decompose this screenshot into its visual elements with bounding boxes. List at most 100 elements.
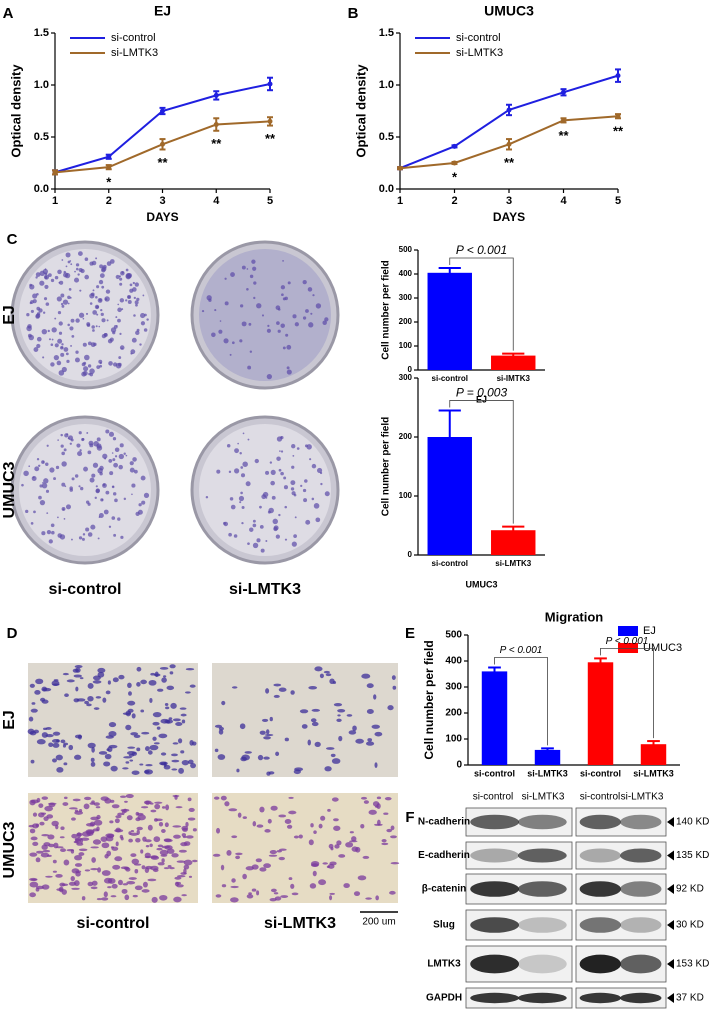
migrated-cell bbox=[144, 839, 152, 843]
colony bbox=[246, 268, 249, 270]
blot-band bbox=[470, 992, 519, 1004]
migrated-cell bbox=[74, 863, 83, 867]
migrated-cell bbox=[278, 814, 287, 818]
significance-mark: ** bbox=[157, 155, 168, 170]
migrated-cell bbox=[101, 897, 109, 901]
blot-band bbox=[470, 881, 519, 897]
migrated-cell bbox=[172, 742, 179, 745]
colony bbox=[216, 469, 221, 474]
migrated-cell bbox=[86, 703, 92, 707]
colony bbox=[39, 270, 45, 277]
migrated-cell bbox=[174, 876, 182, 880]
migrated-cell bbox=[126, 751, 136, 755]
migrated-cell bbox=[30, 836, 38, 841]
migrated-cell bbox=[264, 733, 274, 737]
colony bbox=[89, 261, 94, 266]
bar bbox=[491, 355, 536, 370]
colony bbox=[74, 474, 79, 478]
migrated-cell bbox=[392, 685, 397, 690]
colony bbox=[132, 281, 136, 285]
migrated-cell bbox=[366, 709, 374, 714]
lane-label: si-LMTK3 bbox=[621, 792, 664, 803]
migrated-cell bbox=[61, 883, 69, 886]
colony bbox=[115, 362, 122, 369]
migrated-cell bbox=[169, 671, 174, 675]
colony bbox=[211, 332, 216, 338]
migrated-cell bbox=[263, 863, 271, 869]
colony bbox=[34, 466, 40, 472]
colony bbox=[304, 479, 308, 483]
blot bbox=[575, 945, 667, 983]
error-bar bbox=[502, 525, 525, 535]
migrated-cell bbox=[351, 836, 357, 842]
migrated-cell bbox=[91, 857, 96, 863]
colony bbox=[118, 356, 122, 359]
migrated-cell bbox=[163, 675, 167, 678]
migrated-cell bbox=[85, 829, 95, 835]
colony bbox=[69, 326, 74, 331]
colony bbox=[36, 306, 41, 311]
blot-band bbox=[517, 881, 567, 897]
migrated-cell bbox=[125, 867, 131, 872]
colony bbox=[83, 466, 88, 472]
x-tick-label: 4 bbox=[213, 195, 220, 207]
migrated-cell bbox=[136, 826, 143, 831]
migrated-cell bbox=[180, 713, 187, 717]
colony bbox=[102, 453, 108, 459]
colony bbox=[123, 452, 126, 455]
migrated-cell bbox=[149, 697, 153, 703]
migrated-cell bbox=[103, 761, 111, 767]
migrated-cell bbox=[252, 821, 257, 827]
migrated-cell bbox=[170, 702, 177, 709]
migrated-cell bbox=[259, 806, 265, 813]
panel-label: E bbox=[405, 625, 415, 642]
colony bbox=[95, 489, 100, 494]
migrated-cell bbox=[107, 680, 111, 685]
colony bbox=[284, 296, 288, 301]
blot-band bbox=[620, 848, 662, 863]
migrated-cell bbox=[118, 674, 125, 680]
colony bbox=[278, 513, 281, 517]
migrated-cell bbox=[32, 823, 39, 829]
colony bbox=[265, 540, 268, 542]
colony bbox=[69, 442, 72, 445]
colony bbox=[280, 450, 284, 453]
migrated-cell bbox=[111, 846, 119, 851]
colony bbox=[89, 477, 95, 483]
colony bbox=[78, 267, 83, 273]
size-label: 37 KD bbox=[676, 993, 704, 1004]
migrated-cell bbox=[231, 686, 238, 689]
p-value: P = 0.003 bbox=[456, 386, 508, 400]
x-tick-label: 5 bbox=[615, 195, 621, 207]
protein-label: Slug bbox=[433, 920, 455, 931]
migrated-cell bbox=[41, 732, 48, 738]
blot-band bbox=[517, 917, 567, 933]
colony bbox=[57, 269, 62, 275]
colony bbox=[229, 497, 234, 501]
migrated-cell bbox=[151, 896, 158, 903]
migrated-cell bbox=[48, 802, 57, 805]
migrated-cell bbox=[319, 673, 324, 679]
migrated-cell bbox=[62, 672, 69, 676]
migrated-cell bbox=[383, 812, 389, 815]
colony bbox=[100, 308, 103, 312]
colony bbox=[129, 461, 134, 466]
migrated-cell bbox=[42, 727, 48, 731]
chart-title: EJ bbox=[154, 3, 171, 19]
colony bbox=[130, 349, 136, 355]
colony bbox=[100, 498, 104, 502]
colony bbox=[101, 318, 106, 323]
migrated-cell bbox=[29, 828, 36, 834]
colony bbox=[254, 458, 259, 464]
migrated-cell bbox=[122, 883, 129, 886]
migrated-cell bbox=[140, 679, 147, 685]
colony bbox=[39, 484, 43, 488]
migrated-cell bbox=[361, 673, 371, 679]
plate-well bbox=[19, 424, 151, 556]
size-label: 92 KD bbox=[676, 884, 704, 895]
colony bbox=[78, 312, 85, 318]
colony bbox=[61, 343, 64, 346]
migrated-cell bbox=[60, 739, 66, 744]
migrated-cell bbox=[153, 742, 160, 745]
migrated-cell bbox=[144, 746, 150, 752]
